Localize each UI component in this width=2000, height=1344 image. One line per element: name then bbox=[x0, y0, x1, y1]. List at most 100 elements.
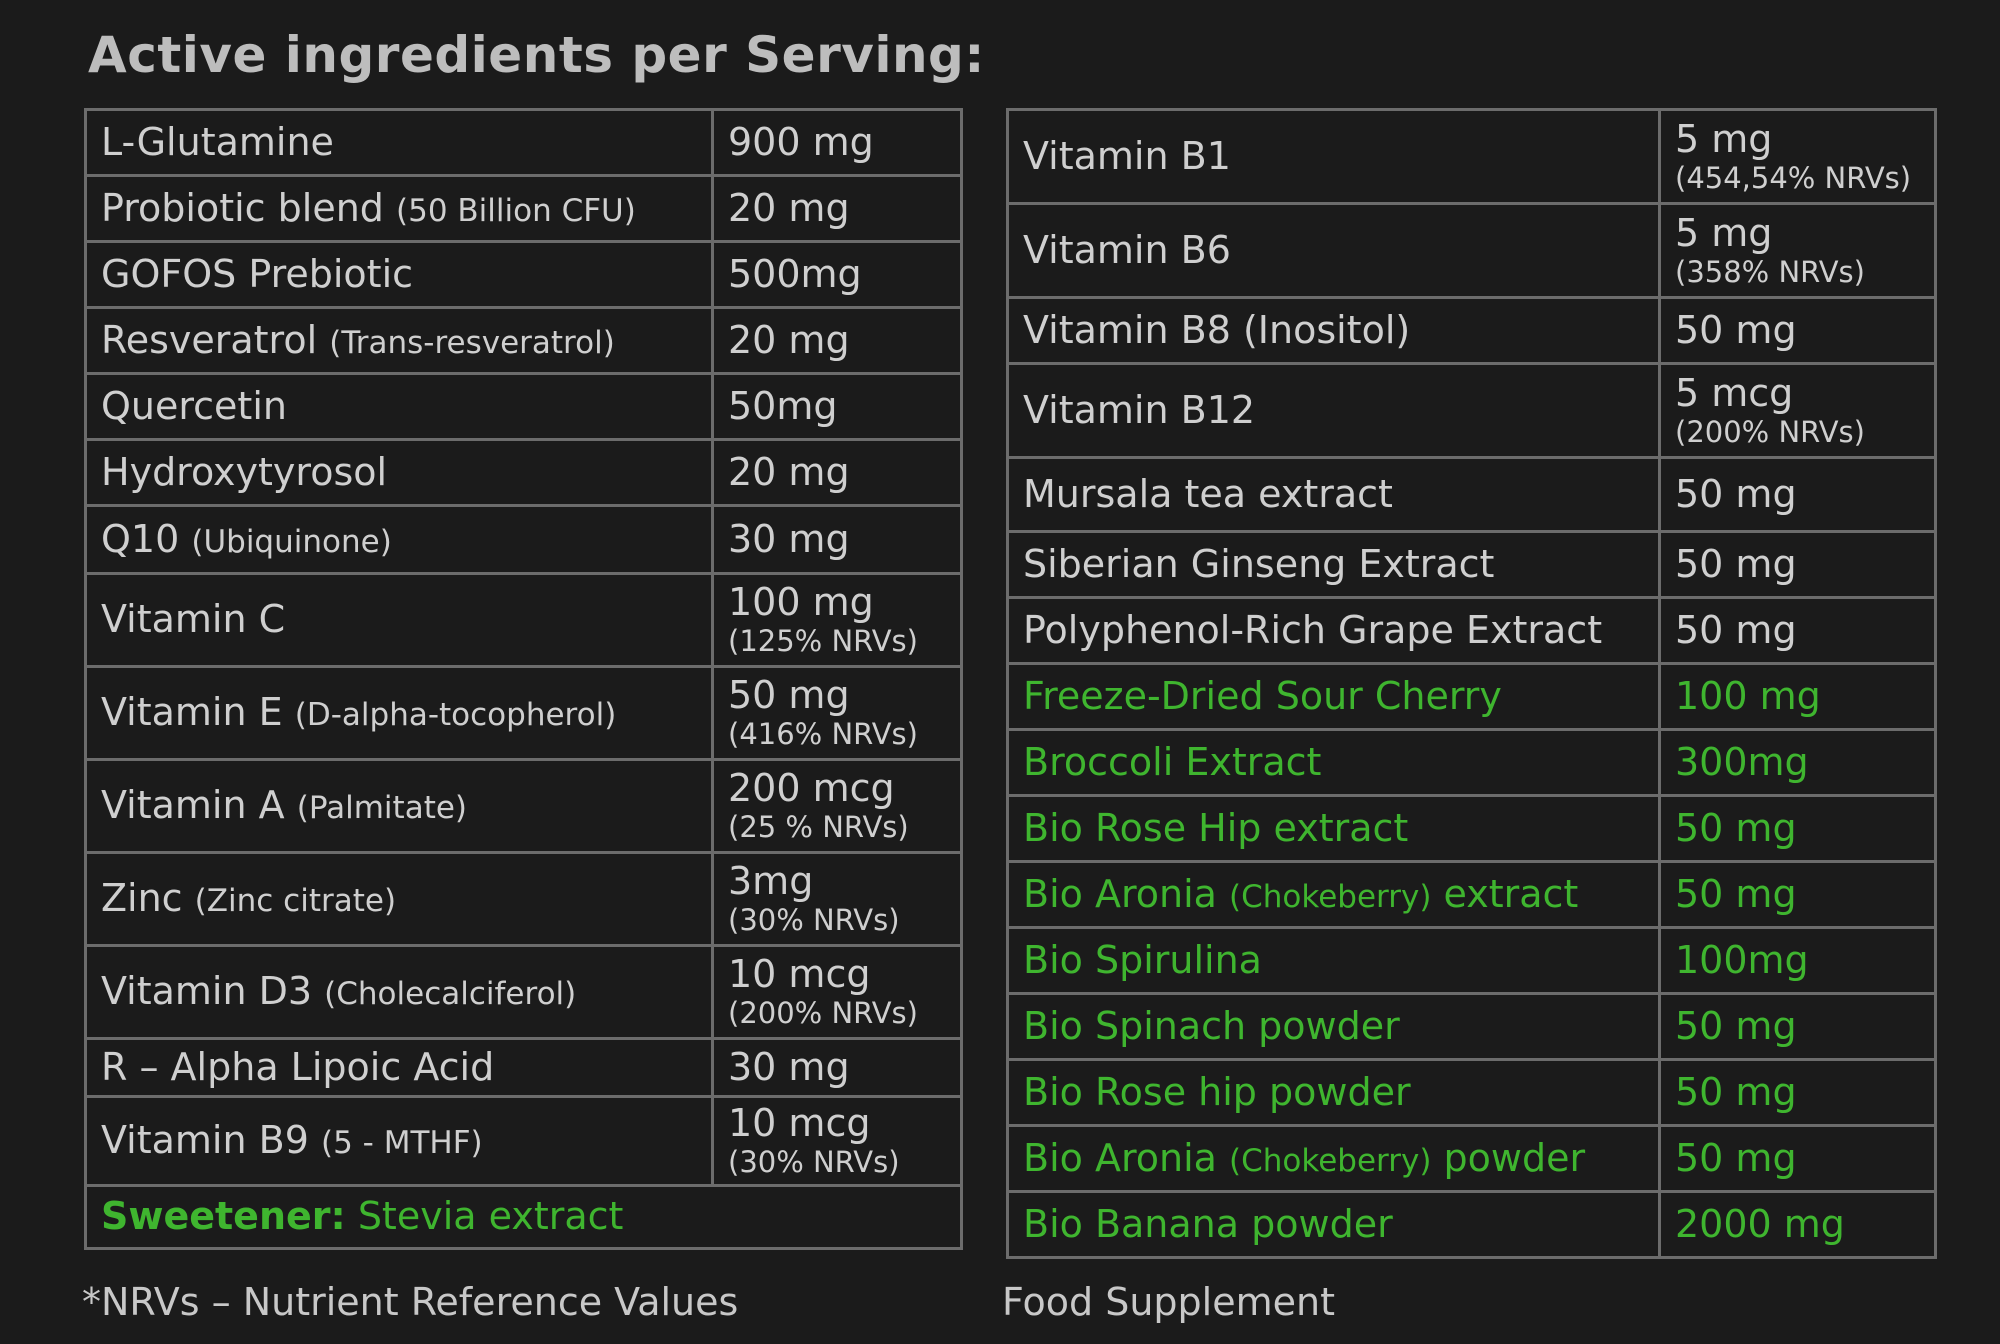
ingredient-detail: (Chokeberry) bbox=[1229, 878, 1432, 915]
ingredient-detail: (50 Billion CFU) bbox=[396, 192, 636, 229]
table-row: Mursala tea extract 50 mg bbox=[1006, 456, 1937, 533]
food-supplement-label: Food Supplement bbox=[1002, 1280, 1335, 1324]
table-row: Siberian Ginseng Extract 50 mg bbox=[1006, 530, 1937, 599]
ingredient-name: Vitamin B12 bbox=[1023, 387, 1256, 432]
table-row: Vitamin B6 5 mg (358% NRVs) bbox=[1006, 202, 1937, 299]
table-row: Polyphenol-Rich Grape Extract 50 mg bbox=[1006, 596, 1937, 665]
ingredient-name: Bio Rose hip powder bbox=[1023, 1069, 1411, 1114]
ingredient-amount-cell: 50 mg bbox=[1658, 1124, 1937, 1193]
ingredient-name-cell: Hydroxytyrosol bbox=[84, 438, 714, 507]
ingredient-amount-cell: 50 mg bbox=[1658, 1058, 1937, 1127]
ingredient-amount-cell: 10 mcg (200% NRVs) bbox=[711, 944, 963, 1040]
ingredient-amount-cell: 30 mg bbox=[711, 1037, 963, 1098]
ingredient-amount: 50 mg bbox=[1675, 1003, 1797, 1048]
table-row: GOFOS Prebiotic 500mg bbox=[84, 240, 963, 309]
ingredient-amount: 500mg bbox=[728, 251, 862, 296]
ingredient-amount-cell: 20 mg bbox=[711, 174, 963, 243]
ingredient-name-cell: Bio Aronia (Chokeberry) powder bbox=[1006, 1124, 1661, 1193]
table-row: Probiotic blend (50 Billion CFU) 20 mg bbox=[84, 174, 963, 243]
ingredients-table-right: Vitamin B1 5 mg (454,54% NRVs) Vitamin B6 5 … bbox=[1006, 108, 1937, 1259]
table-row: Bio Spinach powder 50 mg bbox=[1006, 992, 1937, 1061]
table-row: Bio Aronia (Chokeberry) extract 50 mg bbox=[1006, 860, 1937, 929]
nrv-percentage: (416% NRVs) bbox=[728, 717, 918, 752]
ingredient-amount-cell: 5 mg (358% NRVs) bbox=[1658, 202, 1937, 299]
ingredient-name: Bio Spirulina bbox=[1023, 937, 1262, 982]
ingredient-name: Siberian Ginseng Extract bbox=[1023, 541, 1495, 586]
nrv-percentage: (200% NRVs) bbox=[1675, 414, 1865, 449]
ingredient-name: Probiotic blend bbox=[101, 185, 384, 230]
ingredient-name: Zinc bbox=[101, 876, 183, 921]
ingredient-detail: (Cholecalciferol) bbox=[324, 976, 577, 1013]
nrv-percentage: (30% NRVs) bbox=[728, 903, 900, 938]
ingredient-name: Bio Rose Hip extract bbox=[1023, 805, 1409, 850]
ingredient-name: Broccoli Extract bbox=[1023, 739, 1322, 784]
ingredient-name: Vitamin B9 bbox=[101, 1118, 309, 1163]
ingredient-amount-cell: 900 mg bbox=[711, 108, 963, 177]
ingredient-amount-cell: 200 mcg (25 % NRVs) bbox=[711, 758, 963, 854]
ingredient-name: Bio Banana powder bbox=[1023, 1201, 1393, 1246]
ingredient-amount: 3mg bbox=[728, 859, 814, 904]
table-row: Vitamin B9 (5 - MTHF) 10 mcg (30% NRVs) bbox=[84, 1095, 963, 1187]
ingredient-amount: 50 mg bbox=[1675, 471, 1797, 516]
table-row: Quercetin 50mg bbox=[84, 372, 963, 441]
ingredient-name-cell: Q10 (Ubiquinone) bbox=[84, 504, 714, 575]
ingredient-name-cell: Mursala tea extract bbox=[1006, 456, 1661, 533]
ingredient-amount-cell: 100mg bbox=[1658, 926, 1937, 995]
sweetener-value: Stevia extract bbox=[357, 1194, 624, 1239]
ingredient-name: Vitamin C bbox=[101, 597, 286, 642]
ingredient-name: R – Alpha Lipoic Acid bbox=[101, 1044, 495, 1089]
ingredient-name-cell: Vitamin B12 bbox=[1006, 362, 1661, 459]
ingredient-name-cell: Quercetin bbox=[84, 372, 714, 441]
ingredient-amount: 900 mg bbox=[728, 119, 874, 164]
ingredient-amount-cell: 5 mg (454,54% NRVs) bbox=[1658, 108, 1937, 205]
ingredient-amount: 50 mg bbox=[1675, 1069, 1797, 1114]
table-row: Bio Banana powder 2000 mg bbox=[1006, 1190, 1937, 1259]
table-row: Bio Aronia (Chokeberry) powder 50 mg bbox=[1006, 1124, 1937, 1193]
ingredient-amount: 100mg bbox=[1675, 937, 1809, 982]
ingredient-amount: 5 mg bbox=[1675, 116, 1773, 161]
table-row: Q10 (Ubiquinone) 30 mg bbox=[84, 504, 963, 575]
ingredient-name-suffix: extract bbox=[1443, 871, 1579, 916]
nrv-percentage: (358% NRVs) bbox=[1675, 254, 1865, 289]
ingredient-name: Mursala tea extract bbox=[1023, 471, 1393, 516]
ingredient-amount-cell: 50 mg bbox=[1658, 596, 1937, 665]
ingredient-detail: (D-alpha-tocopherol) bbox=[294, 697, 617, 734]
ingredient-amount: 200 mcg bbox=[728, 766, 895, 811]
table-row: Vitamin B12 5 mcg (200% NRVs) bbox=[1006, 362, 1937, 459]
ingredient-amount-cell: 50 mg bbox=[1658, 456, 1937, 533]
ingredient-name-cell: Bio Banana powder bbox=[1006, 1190, 1661, 1259]
ingredient-name-cell: GOFOS Prebiotic bbox=[84, 240, 714, 309]
ingredient-amount-cell: 500mg bbox=[711, 240, 963, 309]
ingredient-amount-cell: 100 mg bbox=[1658, 662, 1937, 731]
table-row: Vitamin B1 5 mg (454,54% NRVs) bbox=[1006, 108, 1937, 205]
table-row: Vitamin E (D-alpha-tocopherol) 50 mg (416%… bbox=[84, 665, 963, 761]
ingredient-amount-cell: 50 mg bbox=[1658, 860, 1937, 929]
ingredient-name-cell: Polyphenol-Rich Grape Extract bbox=[1006, 596, 1661, 665]
ingredient-name-cell: Bio Spinach powder bbox=[1006, 992, 1661, 1061]
ingredient-amount: 300mg bbox=[1675, 739, 1809, 784]
ingredient-detail: (Trans-resveratrol) bbox=[329, 324, 615, 361]
ingredient-amount-cell: 5 mcg (200% NRVs) bbox=[1658, 362, 1937, 459]
ingredient-name-cell: Vitamin E (D-alpha-tocopherol) bbox=[84, 665, 714, 761]
ingredient-name: GOFOS Prebiotic bbox=[101, 251, 414, 296]
ingredient-amount-cell: 10 mcg (30% NRVs) bbox=[711, 1095, 963, 1187]
table-row: Broccoli Extract 300mg bbox=[1006, 728, 1937, 797]
page-title: Active ingredients per Serving: bbox=[88, 26, 985, 84]
ingredient-name-suffix: powder bbox=[1443, 1135, 1586, 1180]
ingredient-name-cell: Siberian Ginseng Extract bbox=[1006, 530, 1661, 599]
ingredient-amount-cell: 20 mg bbox=[711, 306, 963, 375]
nrv-percentage: (200% NRVs) bbox=[728, 996, 918, 1031]
ingredient-detail: (Zinc citrate) bbox=[194, 883, 397, 920]
ingredient-amount-cell: 50 mg bbox=[1658, 992, 1937, 1061]
ingredient-amount: 100 mg bbox=[728, 580, 874, 625]
ingredient-name-cell: Vitamin B1 bbox=[1006, 108, 1661, 205]
ingredient-amount: 10 mcg bbox=[728, 952, 871, 997]
ingredient-name-cell: Resveratrol (Trans-resveratrol) bbox=[84, 306, 714, 375]
ingredient-name: Q10 bbox=[101, 516, 180, 561]
ingredient-name: Vitamin A bbox=[101, 783, 285, 828]
table-row: Bio Rose hip powder 50 mg bbox=[1006, 1058, 1937, 1127]
table-row: Vitamin B8 (Inositol) 50 mg bbox=[1006, 296, 1937, 365]
ingredient-amount: 20 mg bbox=[728, 317, 850, 362]
table-row: Bio Rose Hip extract 50 mg bbox=[1006, 794, 1937, 863]
ingredient-amount-cell: 100 mg (125% NRVs) bbox=[711, 572, 963, 668]
